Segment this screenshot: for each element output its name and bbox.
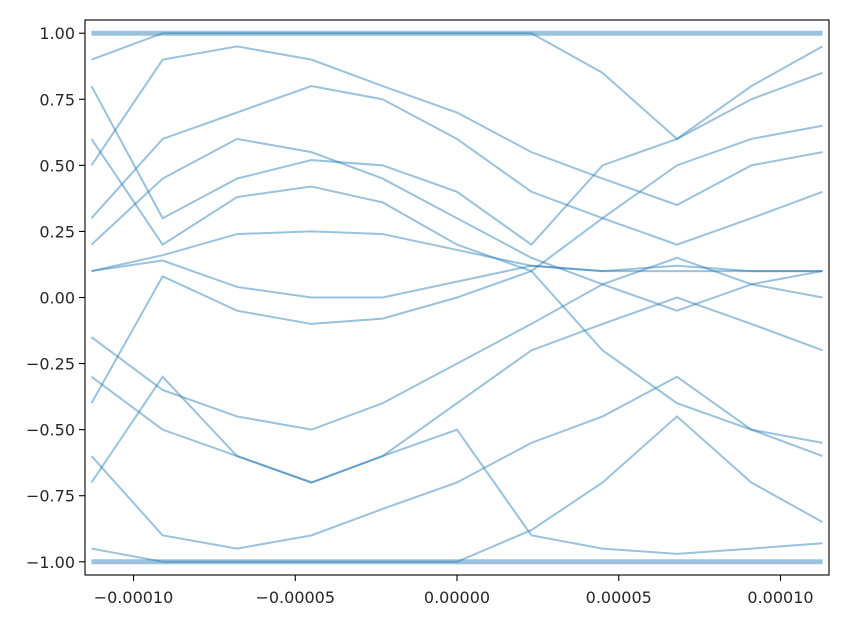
y-tick-label-7: −0.75	[26, 487, 75, 506]
x-tick-label-2: 0.00000	[424, 588, 490, 607]
series-line-15	[90, 256, 823, 431]
series-line-2	[91, 230, 823, 273]
x-axis: −0.00010 −0.00005 0.00000 0.00005 0.00010	[94, 575, 814, 607]
series-line-3	[91, 259, 823, 299]
plot-area	[85, 20, 829, 575]
series-line-11	[90, 296, 823, 484]
y-tick-label-1: 0.75	[39, 90, 75, 109]
x-tick-label-4: 0.00010	[747, 588, 813, 607]
y-tick-label-6: −0.50	[26, 421, 75, 440]
series-line-12	[90, 45, 823, 207]
series-line-6	[90, 71, 823, 246]
y-axis: 1.00 0.75 0.50 0.25 0.00 −0.25 −0.50 −0.75 −1.00	[26, 24, 85, 572]
x-tick-label-0: −0.00010	[94, 588, 174, 607]
y-tick-label-8: −1.00	[26, 553, 75, 572]
series-line-7	[90, 375, 823, 555]
series-line-8	[91, 32, 824, 141]
series-line-4	[90, 124, 823, 273]
y-tick-label-4: 0.00	[39, 289, 75, 308]
series-line-14	[90, 137, 823, 312]
series-line-9	[91, 415, 824, 563]
series-line-13	[90, 375, 823, 550]
x-tick-label-1: −0.00005	[255, 588, 335, 607]
y-tick-label-2: 0.50	[39, 156, 75, 175]
y-tick-label-3: 0.25	[39, 222, 75, 241]
trace-layer	[90, 30, 824, 565]
x-tick-label-3: 0.00005	[586, 588, 652, 607]
series-line-10	[90, 85, 823, 246]
y-tick-label-0: 1.00	[39, 24, 75, 43]
series-line-5	[90, 269, 823, 458]
y-tick-label-5: −0.25	[26, 355, 75, 374]
